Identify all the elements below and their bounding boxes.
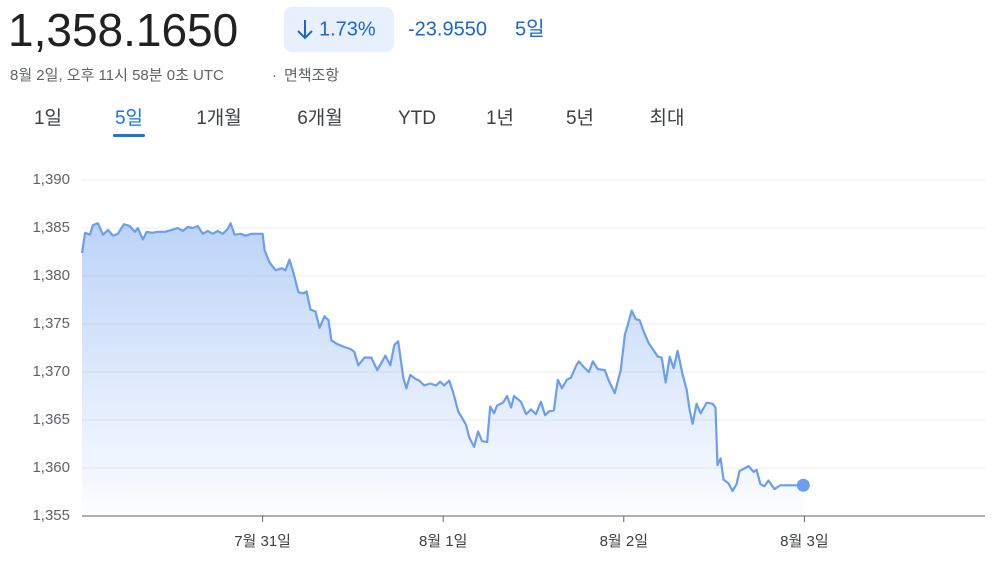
last-point-dot (796, 478, 810, 492)
down-arrow-icon (297, 20, 313, 40)
range-tab[interactable]: 1개월 (196, 107, 242, 129)
y-tick-label: 1,375 (32, 315, 70, 332)
range-tab[interactable]: 5일 (115, 107, 143, 129)
y-tick-label: 1,365 (32, 411, 70, 428)
range-tab[interactable]: 1일 (34, 107, 62, 129)
range-tab[interactable]: YTD (398, 108, 436, 129)
change-percent: 1.73% (319, 18, 376, 40)
y-tick-label: 1,380 (32, 267, 70, 284)
y-tick-label: 1,385 (32, 219, 70, 236)
separator: · (272, 67, 277, 84)
change-value: -23.9550 (408, 18, 487, 40)
price-line (80, 222, 804, 493)
price: 1,358.1650 (8, 4, 238, 56)
disclaimer-link[interactable]: 면책조항 (284, 67, 339, 84)
y-tick-label: 1,370 (32, 363, 70, 380)
x-tick-label: 8월 1일 (419, 533, 467, 550)
range-tab[interactable]: 5년 (566, 107, 594, 129)
range-tab[interactable]: 1년 (486, 107, 514, 129)
timestamp: 8월 2일, 오후 11시 58분 0초 UTC (10, 67, 224, 84)
range-tab[interactable]: 최대 (650, 107, 685, 129)
x-tick-label: 7월 31일 (234, 533, 291, 550)
change-period: 5일 (515, 17, 545, 40)
x-tick-label: 8월 3일 (780, 533, 828, 550)
range-tab[interactable]: 6개월 (297, 107, 343, 129)
change-badge (284, 7, 394, 52)
y-tick-label: 1,390 (32, 171, 70, 188)
tab-underline (112, 134, 146, 137)
y-tick-label: 1,360 (32, 459, 70, 476)
area-fill (82, 223, 804, 516)
y-tick-label: 1,355 (32, 507, 70, 524)
x-tick-label: 8월 2일 (600, 533, 648, 550)
